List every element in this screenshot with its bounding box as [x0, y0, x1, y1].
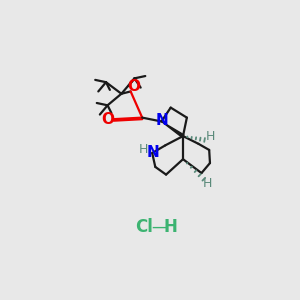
Text: H: H: [206, 130, 215, 142]
Polygon shape: [161, 122, 184, 137]
Text: Cl: Cl: [136, 218, 153, 236]
Text: H: H: [203, 177, 212, 190]
Text: N: N: [147, 145, 159, 160]
Text: O: O: [127, 79, 140, 94]
Text: O: O: [101, 112, 114, 127]
Text: H: H: [164, 218, 178, 236]
Text: —: —: [151, 218, 167, 236]
Text: H: H: [139, 143, 148, 156]
Text: N: N: [156, 113, 169, 128]
